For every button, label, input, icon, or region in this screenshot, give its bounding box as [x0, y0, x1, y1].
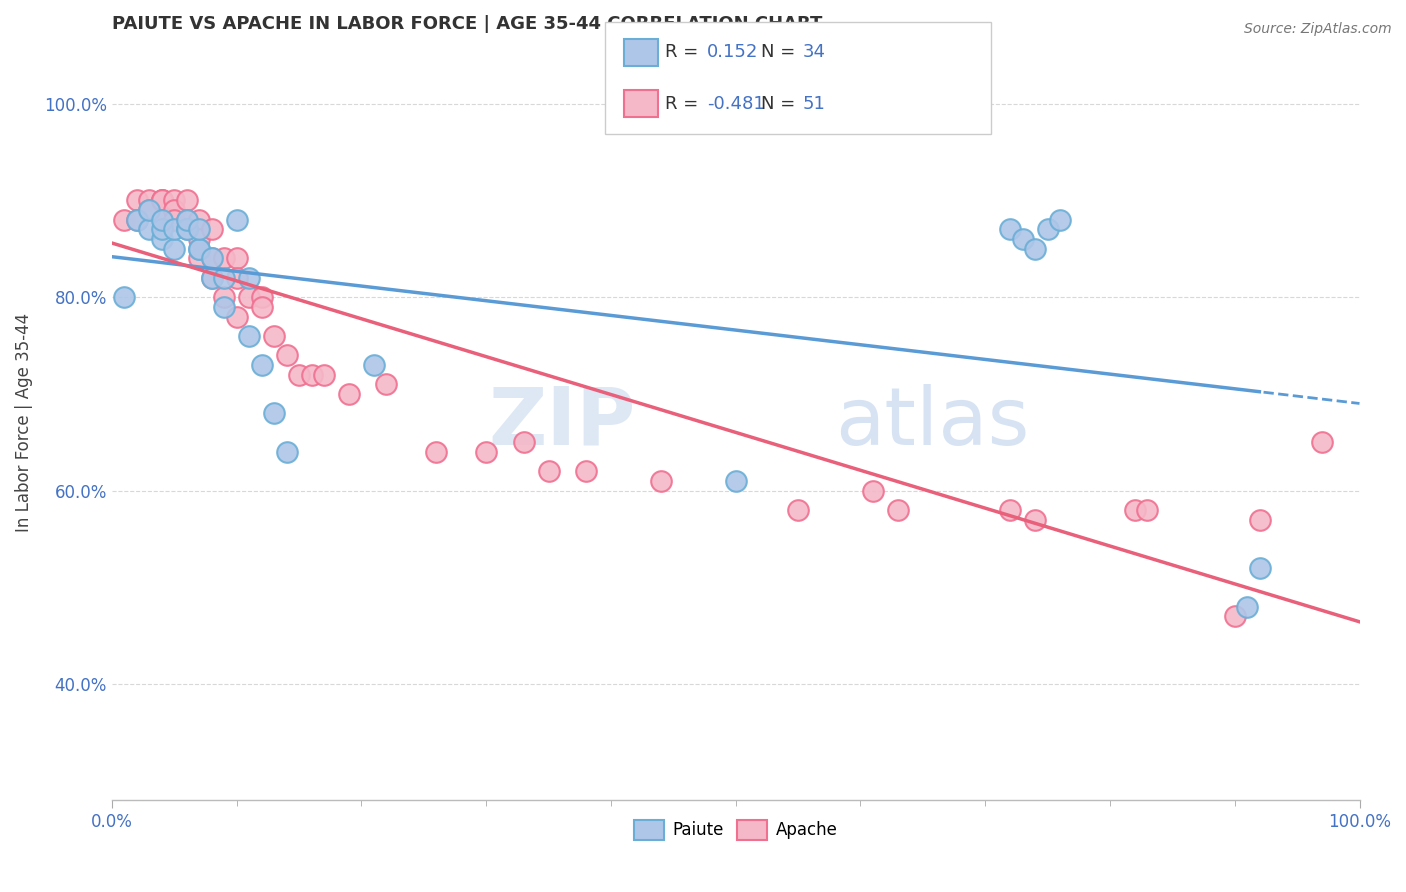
Point [238, 290, 260, 304]
Point [787, 503, 810, 517]
Text: 0.152: 0.152 [707, 44, 759, 62]
Point [724, 474, 747, 488]
Point [163, 212, 186, 227]
Point [163, 194, 186, 208]
Point [212, 290, 235, 304]
Text: R =: R = [665, 44, 704, 62]
Point [312, 368, 335, 382]
Point [1036, 222, 1059, 236]
Point [225, 252, 247, 266]
Point [575, 464, 598, 478]
Point [201, 252, 224, 266]
Point [138, 203, 160, 218]
Point [188, 252, 211, 266]
Point [425, 445, 447, 459]
Point [125, 194, 148, 208]
Point [138, 222, 160, 236]
Point [998, 222, 1021, 236]
Point [1236, 599, 1258, 614]
Point [188, 242, 211, 256]
Point [250, 290, 273, 304]
Text: N =: N = [761, 95, 800, 112]
Point [1249, 561, 1271, 575]
Point [176, 222, 198, 236]
Point [212, 252, 235, 266]
Point [150, 232, 173, 246]
Point [188, 242, 211, 256]
Point [1011, 232, 1033, 246]
Text: N =: N = [761, 44, 800, 62]
Point [125, 212, 148, 227]
Point [225, 310, 247, 324]
Point [201, 270, 224, 285]
Point [138, 203, 160, 218]
Point [125, 212, 148, 227]
Legend: Paiute, Apache: Paiute, Apache [627, 814, 844, 847]
Point [337, 387, 360, 401]
Point [176, 212, 198, 227]
Point [225, 212, 247, 227]
Point [263, 329, 285, 343]
Point [1049, 212, 1071, 227]
Point [1310, 435, 1333, 450]
Point [188, 222, 211, 236]
Text: atlas: atlas [835, 384, 1031, 462]
Y-axis label: In Labor Force | Age 35-44: In Labor Force | Age 35-44 [15, 313, 32, 533]
Point [201, 252, 224, 266]
Point [138, 194, 160, 208]
Point [176, 222, 198, 236]
Text: R =: R = [665, 95, 704, 112]
Point [114, 212, 136, 227]
Point [363, 358, 385, 372]
Point [225, 270, 247, 285]
Point [1024, 513, 1046, 527]
Point [150, 212, 173, 227]
Point [201, 270, 224, 285]
Text: Source: ZipAtlas.com: Source: ZipAtlas.com [1244, 22, 1392, 37]
Point [887, 503, 910, 517]
Point [1024, 242, 1046, 256]
Point [176, 194, 198, 208]
Point [537, 464, 560, 478]
Point [150, 194, 173, 208]
Text: 51: 51 [803, 95, 825, 112]
Point [238, 329, 260, 343]
Point [263, 406, 285, 420]
Point [188, 232, 211, 246]
Point [201, 222, 224, 236]
Point [276, 445, 298, 459]
Point [1223, 609, 1246, 624]
Text: PAIUTE VS APACHE IN LABOR FORCE | AGE 35-44 CORRELATION CHART: PAIUTE VS APACHE IN LABOR FORCE | AGE 35… [112, 15, 823, 33]
Point [998, 503, 1021, 517]
Point [288, 368, 311, 382]
Point [250, 300, 273, 314]
Point [250, 358, 273, 372]
Point [238, 270, 260, 285]
Point [163, 242, 186, 256]
Point [1249, 513, 1271, 527]
Point [150, 194, 173, 208]
Point [862, 483, 884, 498]
Point [650, 474, 672, 488]
Point [114, 290, 136, 304]
Text: 34: 34 [803, 44, 825, 62]
Point [1136, 503, 1159, 517]
Point [276, 348, 298, 362]
Point [163, 203, 186, 218]
Point [301, 368, 323, 382]
Point [150, 212, 173, 227]
Point [150, 222, 173, 236]
Text: -0.481: -0.481 [707, 95, 765, 112]
Point [212, 300, 235, 314]
Text: ZIP: ZIP [489, 384, 636, 462]
Point [188, 212, 211, 227]
Point [1123, 503, 1146, 517]
Point [150, 194, 173, 208]
Point [375, 377, 398, 392]
Point [475, 445, 498, 459]
Point [163, 222, 186, 236]
Point [212, 270, 235, 285]
Point [176, 212, 198, 227]
Point [512, 435, 534, 450]
